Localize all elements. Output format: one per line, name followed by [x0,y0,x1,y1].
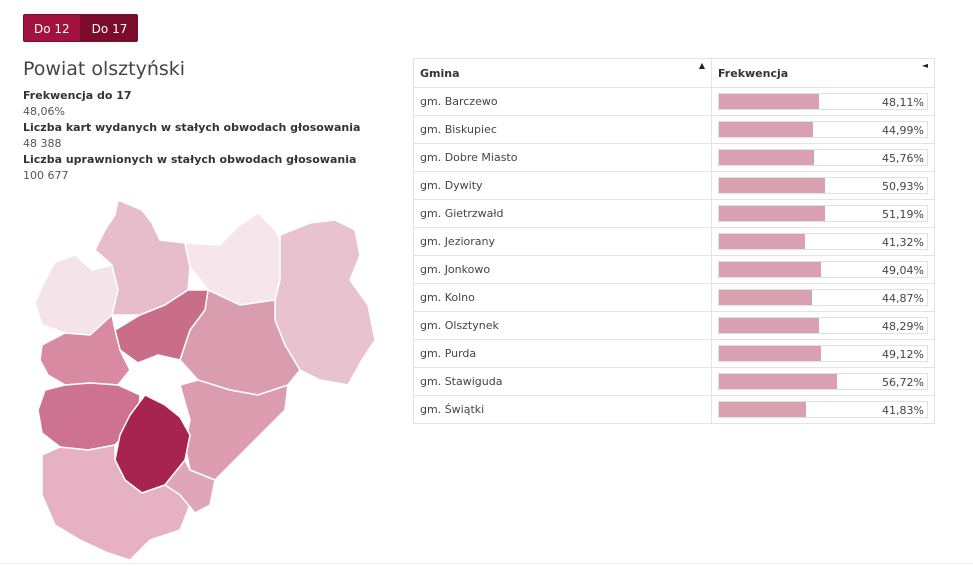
table-row[interactable]: gm. Dywity 50,93% [413,171,935,200]
turnout-percent: 50,93% [882,180,924,193]
stat-value-frekwencja: 48,06% [23,105,65,118]
gmina-name: gm. Biskupiec [413,115,712,144]
stat-label-frekwencja: Frekwencja do 17 [23,89,132,102]
turnout-cell: 50,93% [711,171,935,200]
table-row[interactable]: gm. Kolno 44,87% [413,283,935,312]
turnout-bar [719,234,805,249]
turnout-bar-track: 44,87% [718,289,928,306]
tab-do-12[interactable]: Do 12 [23,14,81,42]
turnout-bar [719,374,837,389]
turnout-bar [719,122,813,137]
gmina-name: gm. Jonkowo [413,255,712,284]
table-row[interactable]: gm. Stawiguda 56,72% [413,367,935,396]
table-row[interactable]: gm. Barczewo 48,11% [413,87,935,116]
turnout-bar-track: 56,72% [718,373,928,390]
time-tabs: Do 12 Do 17 [23,14,139,42]
turnout-table: Gmina ▲ Frekwencja ◄ gm. Barczewo 48,11% g… [413,58,935,424]
stat-label-karty: Liczba kart wydanych w stałych obwodach … [23,121,361,134]
turnout-bar-track: 44,99% [718,121,928,138]
turnout-bar [719,346,822,361]
turnout-cell: 41,32% [711,227,935,256]
table-row[interactable]: gm. Świątki 41,83% [413,395,935,424]
gmina-name: gm. Barczewo [413,87,712,116]
turnout-percent: 41,83% [882,404,924,417]
gmina-name: gm. Stawiguda [413,367,712,396]
turnout-percent: 48,29% [882,320,924,333]
turnout-cell: 49,12% [711,339,935,368]
turnout-bar-track: 49,04% [718,261,928,278]
stat-label-uprawnieni: Liczba uprawnionych w stałych obwodach g… [23,153,357,166]
turnout-bar [719,318,820,333]
turnout-bar-track: 49,12% [718,345,928,362]
column-header-gmina-label: Gmina [420,66,460,80]
turnout-cell: 49,04% [711,255,935,284]
turnout-percent: 44,99% [882,124,924,137]
turnout-bar [719,206,826,221]
map-region-south-small[interactable] [163,458,216,514]
stat-value-uprawnieni: 100 677 [23,169,69,182]
turnout-cell: 48,11% [711,87,935,116]
gmina-name: gm. Olsztynek [413,311,712,340]
stats-panel: Frekwencja do 17 48,06% Liczba kart wyda… [23,88,360,184]
gmina-name: gm. Purda [413,339,712,368]
gmina-name: gm. Świątki [413,395,712,424]
stat-value-karty: 48 388 [23,137,62,150]
gmina-name: gm. Dywity [413,171,712,200]
column-header-frekwencja-label: Frekwencja [718,66,789,80]
turnout-bar-track: 48,29% [718,317,928,334]
turnout-cell: 48,29% [711,311,935,340]
turnout-percent: 48,11% [882,96,924,109]
turnout-bar [719,402,806,417]
turnout-cell: 44,99% [711,115,935,144]
turnout-percent: 49,04% [882,264,924,277]
sort-icon[interactable]: ▲ [698,61,705,70]
table-row[interactable]: gm. Purda 49,12% [413,339,935,368]
turnout-percent: 41,32% [882,236,924,249]
turnout-bar-track: 45,76% [718,149,928,166]
sort-icon[interactable]: ◄ [921,61,928,70]
gmina-name: gm. Kolno [413,283,712,312]
turnout-cell: 56,72% [711,367,935,396]
table-row[interactable]: gm. Olsztynek 48,29% [413,311,935,340]
table-row[interactable]: gm. Jeziorany 41,32% [413,227,935,256]
gmina-name: gm. Jeziorany [413,227,712,256]
table-row[interactable]: gm. Jonkowo 49,04% [413,255,935,284]
turnout-bar-track: 51,19% [718,205,928,222]
table-body: gm. Barczewo 48,11% gm. Biskupiec 44,99% gm.… [413,87,935,424]
map-region-west[interactable] [39,313,131,386]
turnout-bar-track: 41,32% [718,233,928,250]
tab-do-17[interactable]: Do 17 [80,14,139,42]
turnout-cell: 45,76% [711,143,935,172]
district-map [34,198,376,561]
turnout-cell: 41,83% [711,395,935,424]
turnout-percent: 45,76% [882,152,924,165]
turnout-percent: 51,19% [882,208,924,221]
turnout-table-container: Gmina ▲ Frekwencja ◄ gm. Barczewo 48,11% g… [413,58,935,424]
turnout-bar-track: 48,11% [718,93,928,110]
map-region-se[interactable] [179,379,289,481]
turnout-percent: 49,12% [882,348,924,361]
turnout-cell: 51,19% [711,199,935,228]
table-row[interactable]: gm. Dobre Miasto 45,76% [413,143,935,172]
turnout-bar [719,94,820,109]
turnout-bar [719,262,821,277]
table-row[interactable]: gm. Gietrzwałd 51,19% [413,199,935,228]
column-header-frekwencja[interactable]: Frekwencja ◄ [711,58,935,88]
divider [0,563,973,564]
turnout-bar-track: 41,83% [718,401,928,418]
turnout-bar-track: 50,93% [718,177,928,194]
turnout-bar [719,178,825,193]
turnout-bar [719,290,813,305]
gmina-name: gm. Dobre Miasto [413,143,712,172]
table-header-row: Gmina ▲ Frekwencja ◄ [413,58,935,88]
turnout-bar [719,150,815,165]
table-row[interactable]: gm. Biskupiec 44,99% [413,115,935,144]
gmina-name: gm. Gietrzwałd [413,199,712,228]
turnout-percent: 44,87% [882,292,924,305]
turnout-cell: 44,87% [711,283,935,312]
turnout-percent: 56,72% [882,376,924,389]
column-header-gmina[interactable]: Gmina ▲ [413,58,712,88]
page-title: Powiat olsztyński [23,58,186,80]
